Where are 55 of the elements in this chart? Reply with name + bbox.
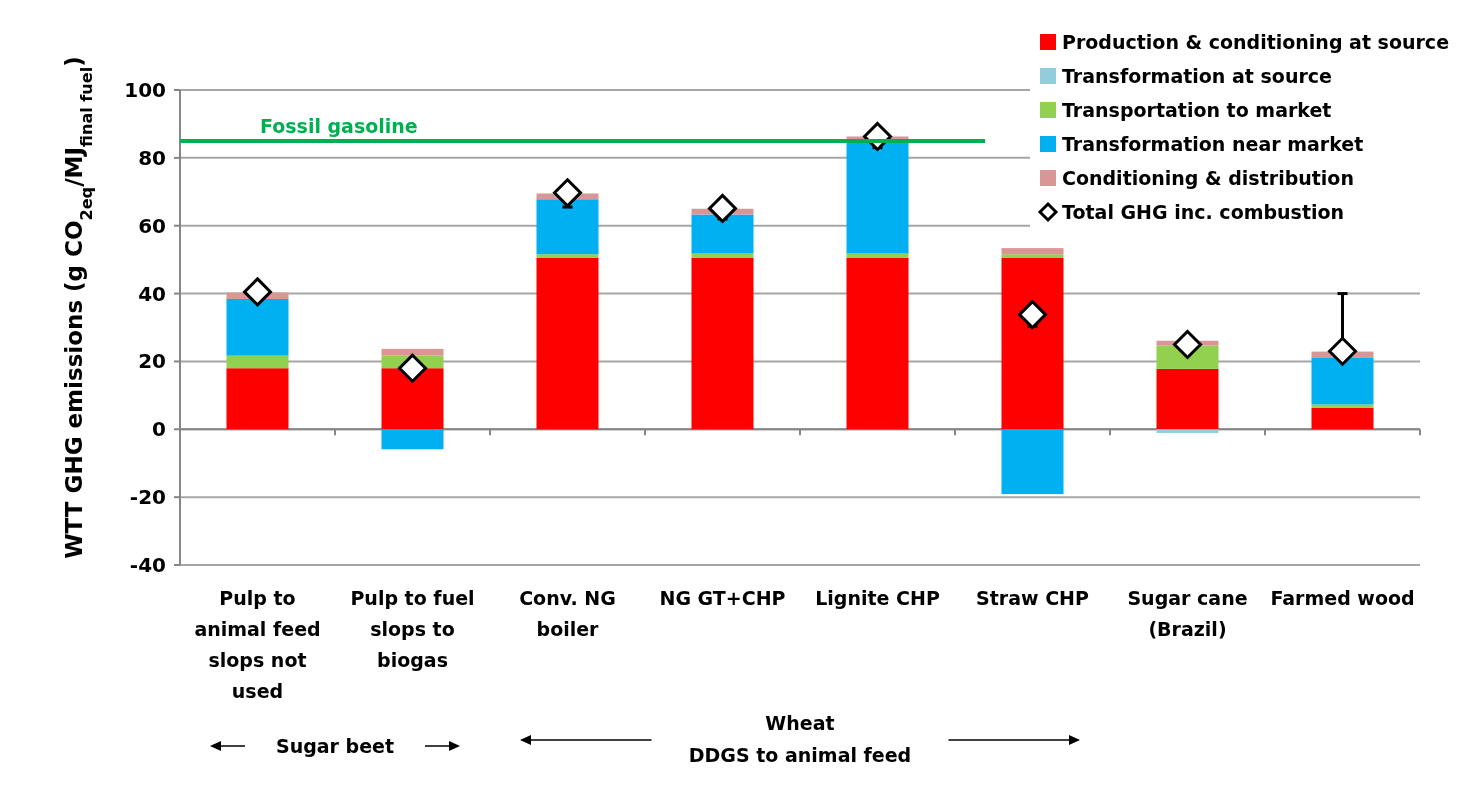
y-tick-label: 20 [138,349,166,374]
y-tick-label: 40 [138,281,166,306]
x-tick-label: Sugar cane (Brazil) [1127,587,1248,640]
point [1328,336,1357,366]
point [1018,300,1047,330]
bar [381,429,444,450]
bar [1001,429,1064,495]
point [243,277,272,307]
bar [691,257,754,430]
bar [226,368,289,430]
bar [381,368,444,430]
point [398,353,427,383]
bar [1156,368,1219,430]
y-tick-label: 0 [152,417,166,442]
y-tick-label: 100 [124,78,166,102]
ref-line-label: Fossil gasoline [260,114,418,137]
y-tick-label: -20 [129,485,166,510]
bar [691,214,754,254]
x-tick-label: Straw CHP [976,587,1090,609]
x-tick-label: NG GT+CHP [659,587,786,609]
legend-label: Conditioning & distribution [1062,166,1354,189]
x-tick-label: Lignite CHP [815,587,940,609]
x-tick-label: Farmed wood [1270,587,1415,609]
bar [381,348,444,356]
text: Sugar beet [275,735,395,757]
bar [846,141,909,254]
legend-label: Production & conditioning at source [1062,30,1450,53]
bar [226,355,289,369]
x-tick-label: Pulp to fuel slops to biogas [350,587,475,671]
text: Wheat DDGS to animal feed [688,712,912,766]
bar [846,253,909,258]
bar [1001,248,1064,255]
legend-label: Total GHG inc. combustion [1062,200,1345,223]
bar [226,299,289,356]
legend-label: Transportation to market [1062,98,1332,121]
bar [691,253,754,258]
bar [1001,254,1064,258]
bar [536,257,599,430]
bar [1156,429,1219,434]
y-tick-label: 80 [138,145,166,170]
bar [536,199,599,255]
bar [1001,257,1064,430]
point [708,193,737,223]
point [553,178,582,208]
x-tick-label: Conv. NG boiler [519,587,616,640]
bar [846,257,909,430]
point [1173,329,1202,359]
legend-label: Transformation near market [1062,132,1364,155]
x-tick-label: Pulp to animal feed slops not used [194,587,321,702]
legend-label: Transformation at source [1062,64,1332,87]
bar [1311,407,1374,430]
y-tick-label: -40 [129,553,166,577]
bar [536,254,599,258]
y-tick-label: 60 [138,213,166,238]
bar [1311,357,1374,405]
